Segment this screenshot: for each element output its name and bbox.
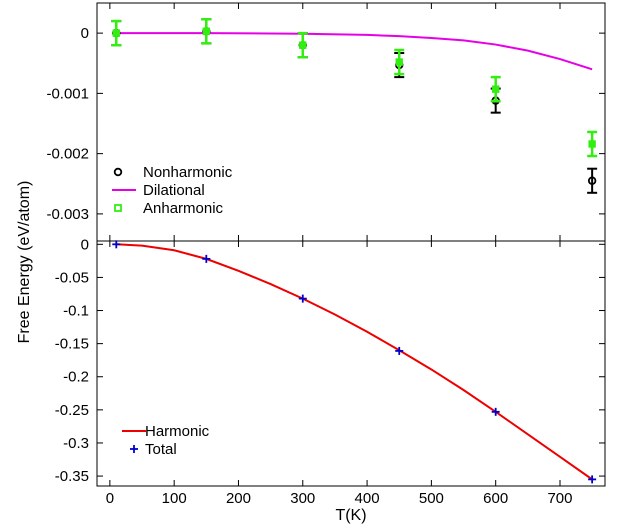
y-tick-label: 0 — [81, 236, 89, 253]
harmonic-line — [116, 243, 593, 481]
top-x-ticks — [109, 3, 561, 241]
y-tick-label: -0.003 — [46, 206, 89, 223]
bottom-plot-frame — [96, 240, 606, 487]
y-tick-label: -0.2 — [63, 369, 89, 386]
anharmonic-point — [587, 130, 598, 158]
total-point — [202, 254, 211, 263]
legend-swatch — [113, 167, 123, 177]
anharmonic-point — [111, 19, 122, 47]
y-axis-title: Free Energy (eV/atom) — [16, 181, 33, 344]
x-axis-title: T(K) — [335, 507, 366, 524]
x-tick-label: 300 — [290, 490, 315, 507]
anharmonic-point — [201, 18, 212, 45]
legend-label: Dilational — [143, 182, 205, 199]
top-series-layer — [111, 18, 598, 194]
x-tick-label: 500 — [419, 490, 444, 507]
y-tick-label: -0.002 — [46, 146, 89, 163]
legend-item-dilational: Dilational — [112, 182, 205, 199]
bottom-x-ticks: 0 100 200 300 400 500 600 700 — [106, 241, 573, 507]
legend-item-anharmonic: Anharmonic — [114, 200, 224, 217]
legend-item-total: Total — [130, 441, 177, 458]
legend-swatch — [114, 204, 122, 212]
top-y-ticks: 0 -0.001 -0.002 -0.003 — [46, 25, 605, 223]
x-tick-label: 200 — [226, 490, 251, 507]
legend-label: Nonharmonic — [143, 164, 233, 181]
x-tick-label: 700 — [547, 490, 572, 507]
y-tick-label: -0.001 — [46, 85, 89, 102]
y-tick-label: 0 — [81, 25, 89, 42]
y-tick-label: -0.25 — [55, 402, 89, 419]
legend-swatch — [130, 445, 138, 453]
nonharmonic-point — [587, 167, 598, 194]
anharmonic-point — [394, 48, 405, 76]
legend-label: Total — [145, 441, 177, 458]
y-tick-label: -0.35 — [55, 468, 89, 485]
dilational-line — [116, 32, 593, 71]
bottom-series-layer — [112, 240, 597, 484]
total-point — [395, 346, 404, 355]
x-tick-label: 400 — [355, 490, 380, 507]
total-point — [588, 475, 597, 484]
top-panel: 0 -0.001 -0.002 -0.003 NonharmonicDilationa… — [46, 2, 606, 242]
anharmonic-point — [297, 31, 308, 59]
y-tick-label: -0.1 — [63, 303, 89, 320]
x-tick-label: 600 — [483, 490, 508, 507]
y-tick-label: -0.15 — [55, 336, 89, 353]
x-tick-label: 0 — [106, 490, 114, 507]
total-point — [298, 294, 307, 303]
bottom-y-ticks: 0 -0.05 -0.1 -0.15 -0.2 -0.25 -0.3 -0.35 — [55, 236, 605, 485]
anharmonic-point — [490, 75, 501, 103]
legend-item-nonharmonic: Nonharmonic — [113, 164, 233, 181]
x-tick-label: 100 — [162, 490, 187, 507]
legend-item-harmonic: Harmonic — [122, 423, 210, 440]
bottom-panel: 0 100 200 300 400 500 600 700 0 -0.05 -0.1 -0.15 -0… — [55, 236, 606, 507]
y-tick-label: -0.05 — [55, 269, 89, 286]
y-tick-label: -0.3 — [63, 435, 89, 452]
total-point — [491, 407, 500, 416]
legend-label: Harmonic — [145, 423, 210, 440]
total-point — [112, 240, 121, 249]
legend-label: Anharmonic — [143, 200, 224, 217]
